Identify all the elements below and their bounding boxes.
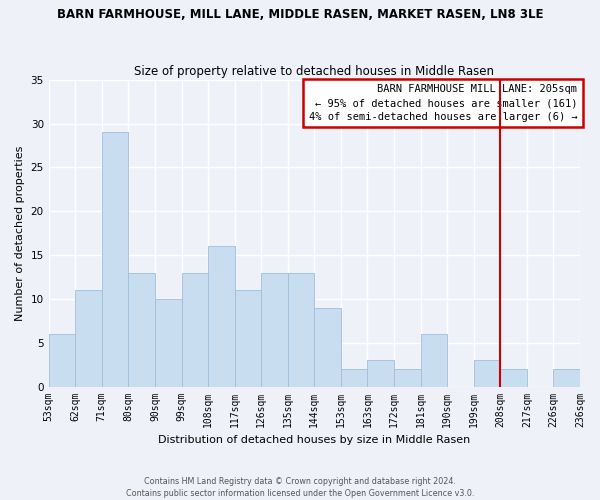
Bar xyxy=(553,369,580,386)
Title: Size of property relative to detached houses in Middle Rasen: Size of property relative to detached ho… xyxy=(134,66,494,78)
Bar xyxy=(341,369,367,386)
Bar xyxy=(49,334,75,386)
Bar xyxy=(421,334,447,386)
Bar xyxy=(261,272,288,386)
X-axis label: Distribution of detached houses by size in Middle Rasen: Distribution of detached houses by size … xyxy=(158,435,470,445)
Bar xyxy=(128,272,155,386)
Bar xyxy=(394,369,421,386)
Bar xyxy=(155,299,182,386)
Bar xyxy=(75,290,102,386)
Bar xyxy=(367,360,394,386)
Bar xyxy=(314,308,341,386)
Bar xyxy=(182,272,208,386)
Bar xyxy=(288,272,314,386)
Y-axis label: Number of detached properties: Number of detached properties xyxy=(15,146,25,321)
Text: Contains HM Land Registry data © Crown copyright and database right 2024.
Contai: Contains HM Land Registry data © Crown c… xyxy=(126,476,474,498)
Bar xyxy=(208,246,235,386)
Bar xyxy=(102,132,128,386)
Bar xyxy=(235,290,261,386)
Bar xyxy=(474,360,500,386)
Text: BARN FARMHOUSE MILL LANE: 205sqm
← 95% of detached houses are smaller (161)
4% o: BARN FARMHOUSE MILL LANE: 205sqm ← 95% o… xyxy=(308,84,577,122)
Text: BARN FARMHOUSE, MILL LANE, MIDDLE RASEN, MARKET RASEN, LN8 3LE: BARN FARMHOUSE, MILL LANE, MIDDLE RASEN,… xyxy=(57,8,543,20)
Bar xyxy=(500,369,527,386)
